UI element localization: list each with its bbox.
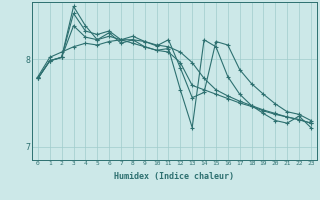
X-axis label: Humidex (Indice chaleur): Humidex (Indice chaleur) xyxy=(115,172,234,181)
